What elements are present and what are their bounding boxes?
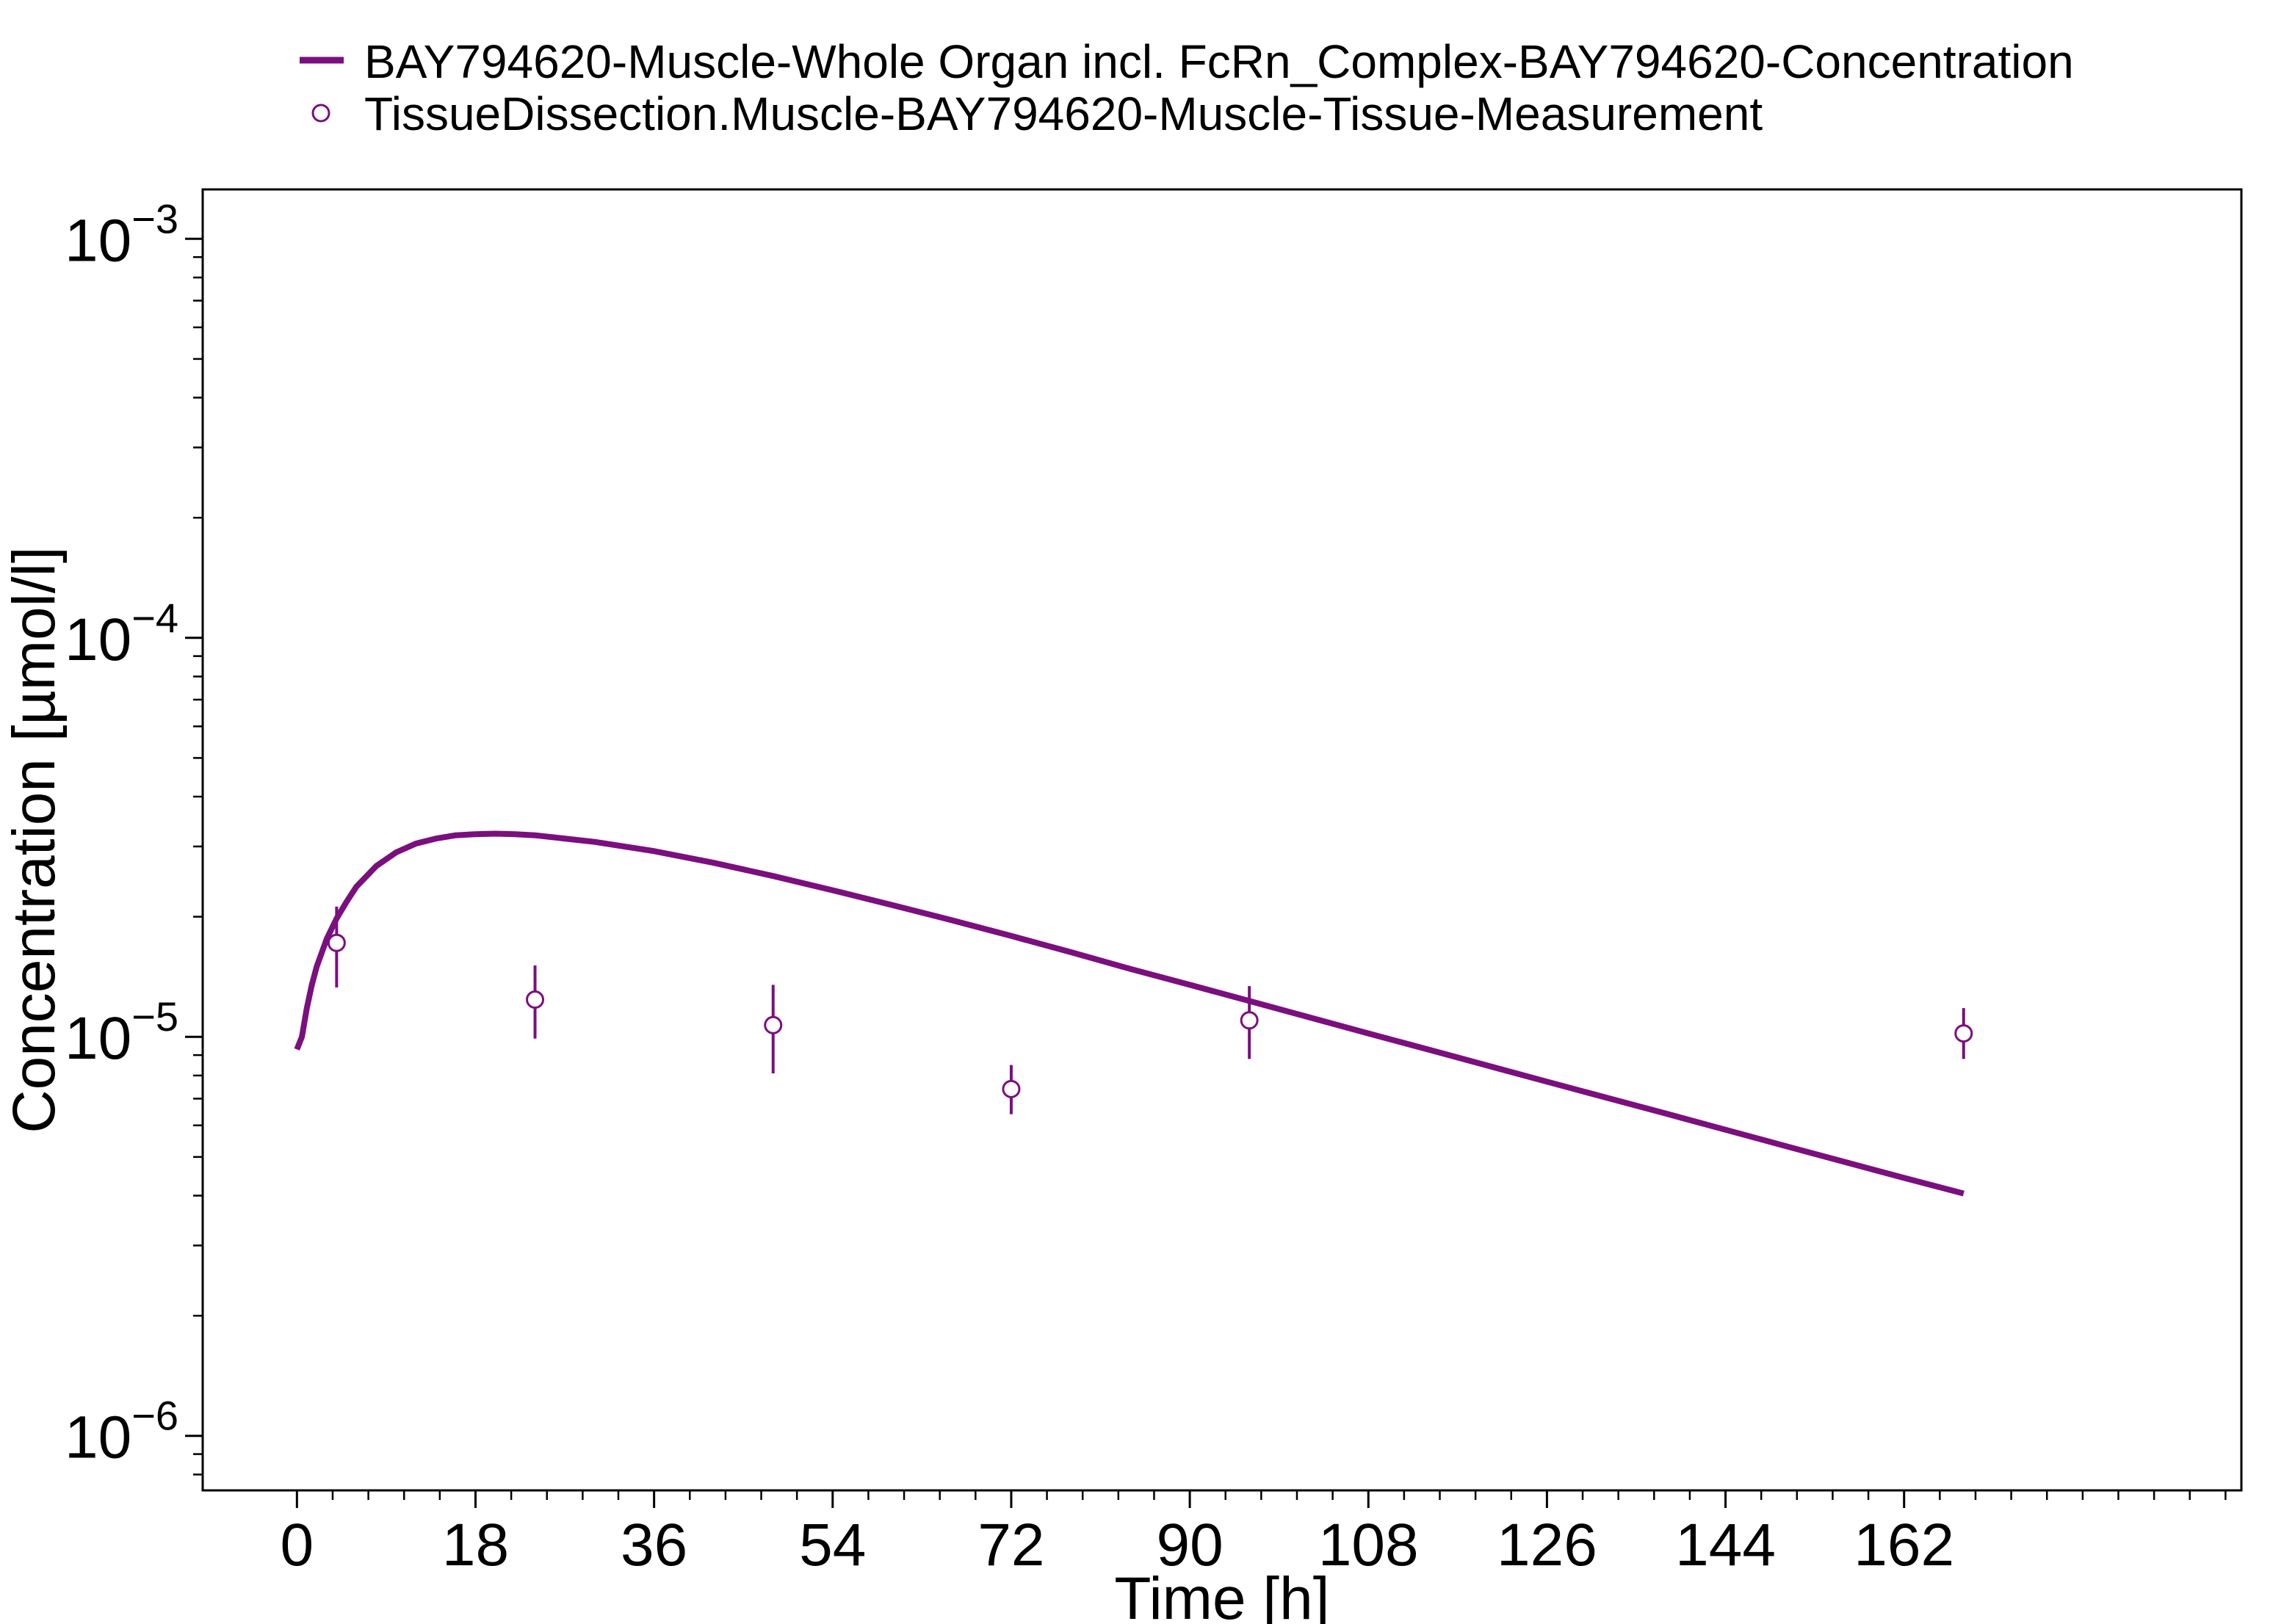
legend-label-measurement-series: TissueDissection.Muscle-BAY794620-Muscle… [364,87,1763,140]
measurement-point [327,933,346,952]
y-axis: 10−6 10−5 10−4 10−3 [65,195,203,1476]
x-axis: 0 18 36 54 72 90 108 126 144 162 [281,1490,2227,1578]
measurement-point [764,1015,783,1034]
x-tick-label: 108 [1318,1512,1419,1578]
simulation-curve [294,830,1965,1197]
x-tick-label: 90 [1156,1512,1223,1578]
x-tick-label: 54 [799,1512,866,1578]
measurement-point [1954,1024,1973,1043]
x-tick-label: 0 [281,1512,314,1578]
y-tick-label: 10−5 [65,993,178,1072]
legend-label-line-series: BAY794620-Muscle-Whole Organ incl. FcRn_… [364,35,2074,88]
x-tick-label: 162 [1854,1512,1954,1578]
measurement-point [526,990,545,1009]
legend-marker-swatch [311,104,330,123]
series-layer [294,830,1973,1197]
x-tick-label: 18 [442,1512,509,1578]
y-tick-label: 10−6 [65,1393,178,1471]
x-axis-title: Time [h] [1114,1565,1329,1624]
y-axis-title: Concentration [µmol/l] [1,546,68,1133]
measurement-point [1002,1079,1021,1098]
legend: BAY794620-Muscle-Whole Organ incl. FcRn_… [300,35,2074,140]
x-tick-label: 126 [1497,1512,1597,1578]
x-tick-label: 144 [1675,1512,1776,1578]
y-tick-label: 10−3 [65,195,178,274]
x-tick-label: 72 [977,1512,1044,1578]
y-tick-label: 10−4 [65,595,178,673]
x-tick-label: 36 [621,1512,687,1578]
measurement-point [1240,1011,1259,1030]
plot-area-frame [201,188,2243,1492]
